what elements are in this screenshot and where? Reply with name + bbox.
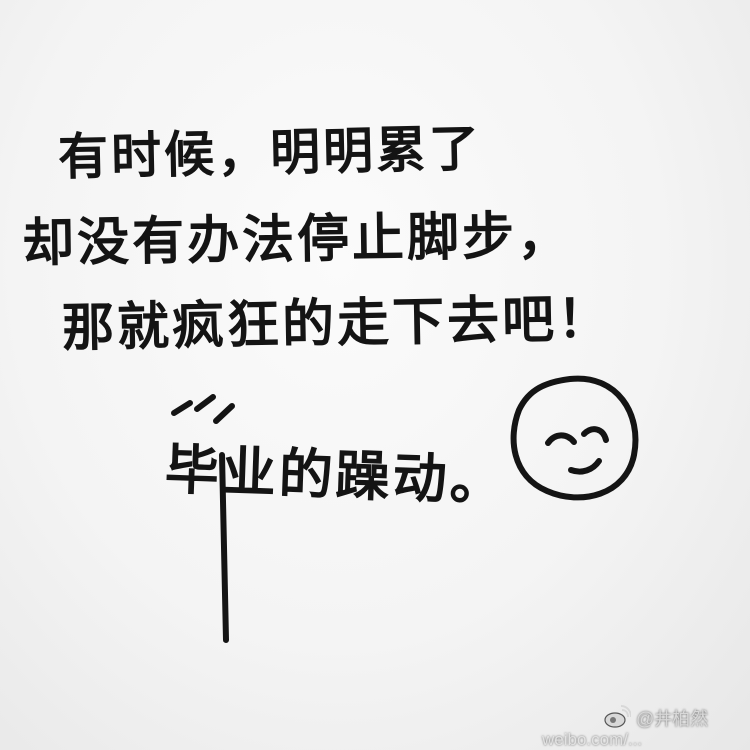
weibo-watermark: @井柏然 bbox=[603, 704, 708, 732]
handwritten-line-3: 那就疯狂的走下去吧！ bbox=[61, 288, 613, 359]
handwritten-line-1: 有时候，明明累了 bbox=[57, 118, 483, 187]
signature-top-strokes bbox=[171, 394, 235, 424]
smiley-face-drawing bbox=[510, 375, 639, 501]
handwritten-line-2: 却没有办法停止脚步， bbox=[21, 205, 573, 274]
weibo-logo-icon bbox=[604, 705, 631, 728]
handwritten-line-4: 毕业的躁动。 bbox=[163, 437, 508, 513]
watermark-handle: @井柏然 bbox=[636, 709, 709, 729]
watermark-url: weibo.com/... bbox=[542, 730, 643, 749]
